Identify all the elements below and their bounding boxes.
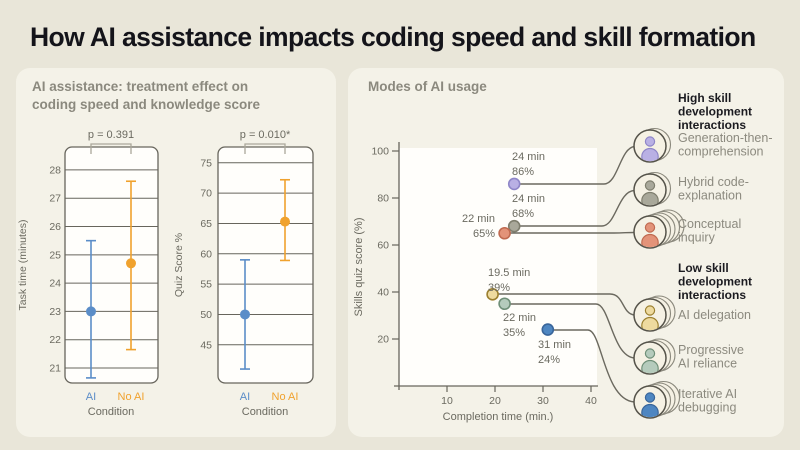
y-axis-title: Task time (minutes) — [17, 219, 29, 310]
person-icon — [641, 348, 659, 374]
x-axis-title: Completion time (min.) — [443, 411, 554, 423]
callout-line — [519, 189, 635, 227]
mean-point — [240, 309, 250, 320]
person-icon — [641, 180, 659, 206]
modes-of-ai-usage-chart: 20 40 60 80 100 10 20 30 40 Completion time (min.… — [353, 91, 773, 423]
condition-label: No AI — [272, 391, 299, 403]
person-head — [644, 136, 656, 147]
y-tick-label: 100 — [371, 146, 389, 158]
point-annotation: 22 min 65% — [462, 213, 495, 240]
y-tick-label: 26 — [49, 221, 61, 233]
scatter-point — [486, 288, 499, 301]
mean-point — [126, 258, 136, 269]
y-tick-label: 21 — [49, 363, 61, 375]
plot-area — [65, 147, 158, 383]
mean-point — [86, 306, 96, 317]
plot-border — [64, 146, 159, 384]
p-value-label: p = 0.010* — [240, 129, 291, 141]
plot-area — [399, 148, 597, 386]
mode-label: Conceptual inquiry — [678, 217, 741, 245]
y-tick-label: 24 — [49, 278, 61, 290]
significance-bracket — [90, 143, 132, 154]
y-tick-label: 55 — [200, 279, 212, 291]
y-tick-label: 22 — [49, 334, 61, 346]
y-tick-label: 60 — [200, 248, 212, 260]
plot-border — [217, 146, 314, 384]
page-title: How AI assistance impacts coding speed a… — [30, 22, 756, 52]
point-annotation: 31 min 24% — [538, 339, 571, 366]
point-annotation: 24 min 86% — [512, 151, 545, 178]
legend-group-title: Low skill development interactions — [678, 261, 752, 302]
mode-label: Generation-then-comprehension — [678, 131, 773, 159]
person-icon — [641, 392, 659, 418]
y-axis-title: Quiz Score % — [173, 233, 185, 297]
callout-line — [498, 293, 635, 316]
treatment-effect-card: AI assistance: treatment effect on codin… — [16, 68, 336, 437]
person-body — [641, 359, 659, 374]
y-axis-title: Skills quiz score (%) — [353, 217, 365, 316]
x-axis-title: Condition — [88, 406, 134, 418]
person-icon — [641, 222, 659, 248]
condition-label: No AI — [118, 391, 145, 403]
y-tick-label: 25 — [49, 249, 61, 261]
point-annotation: 24 min 68% — [512, 193, 545, 220]
person-head — [644, 180, 656, 191]
person-body — [641, 316, 659, 331]
person-head — [644, 305, 656, 316]
mode-label: Progressive AI reliance — [678, 343, 744, 371]
modes-of-ai-usage-card: Modes of AI usage 20 40 60 80 100 10 20 30 40 Com… — [348, 68, 784, 437]
y-tick-label: 80 — [377, 193, 389, 205]
person-head — [644, 392, 656, 403]
person-body — [641, 403, 659, 418]
callout-line — [553, 329, 635, 403]
condition-label: AI — [240, 391, 250, 403]
person-icon — [641, 305, 659, 331]
y-tick-label: 65 — [200, 218, 212, 230]
scatter-point — [507, 177, 521, 191]
plot-area — [218, 147, 313, 383]
modes-card-header: Modes of AI usage — [368, 79, 487, 94]
y-tick-label: 27 — [49, 193, 61, 205]
scatter-point — [507, 219, 521, 233]
y-tick-label: 45 — [200, 339, 212, 351]
y-tick-label: 60 — [377, 240, 389, 252]
person-icon — [641, 136, 659, 162]
x-tick-label: 40 — [585, 395, 597, 407]
callout-line — [519, 145, 635, 185]
y-tick-label: 75 — [200, 157, 212, 169]
scatter-point — [498, 226, 511, 240]
scatter-point — [498, 297, 511, 311]
mode-label: AI delegation — [678, 308, 751, 322]
person-body — [641, 233, 659, 248]
callout-line — [510, 231, 635, 234]
legend-group-title: High skill development interactions — [678, 91, 752, 132]
significance-bracket — [244, 143, 286, 154]
y-tick-label: 50 — [200, 309, 212, 321]
y-tick-label: 28 — [49, 164, 61, 176]
person-head — [644, 348, 656, 359]
treatment-effect-card-header: AI assistance: treatment effect on codin… — [32, 79, 261, 112]
callout-line — [510, 303, 635, 359]
x-tick-label: 20 — [489, 395, 501, 407]
condition-label: AI — [86, 391, 96, 403]
point-annotation: 22 min 35% — [503, 312, 536, 339]
y-tick-label: 20 — [377, 334, 389, 346]
scatter-point — [541, 323, 555, 336]
person-head — [644, 222, 656, 233]
x-tick-label: 10 — [441, 395, 453, 407]
person-body — [641, 191, 659, 206]
mean-point — [280, 216, 290, 227]
person-body — [641, 147, 659, 162]
mode-label: Iterative AI debugging — [678, 387, 737, 415]
y-tick-label: 70 — [200, 188, 212, 200]
y-tick-label: 40 — [377, 287, 389, 299]
point-annotation: 19.5 min 39% — [488, 267, 530, 294]
x-tick-label: 30 — [537, 395, 549, 407]
mode-label: Hybrid code-explanation — [678, 175, 749, 203]
x-axis-title: Condition — [242, 406, 288, 418]
treatment-effect-charts: 21 22 23 24 25 26 27 28 Task time (minutes) p = 0… — [17, 129, 314, 418]
p-value-label: p = 0.391 — [88, 129, 134, 141]
y-tick-label: 23 — [49, 306, 61, 318]
